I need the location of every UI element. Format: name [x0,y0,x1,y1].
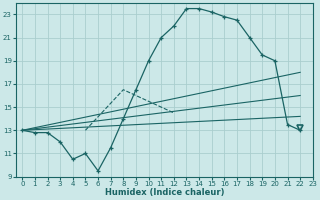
X-axis label: Humidex (Indice chaleur): Humidex (Indice chaleur) [105,188,224,197]
